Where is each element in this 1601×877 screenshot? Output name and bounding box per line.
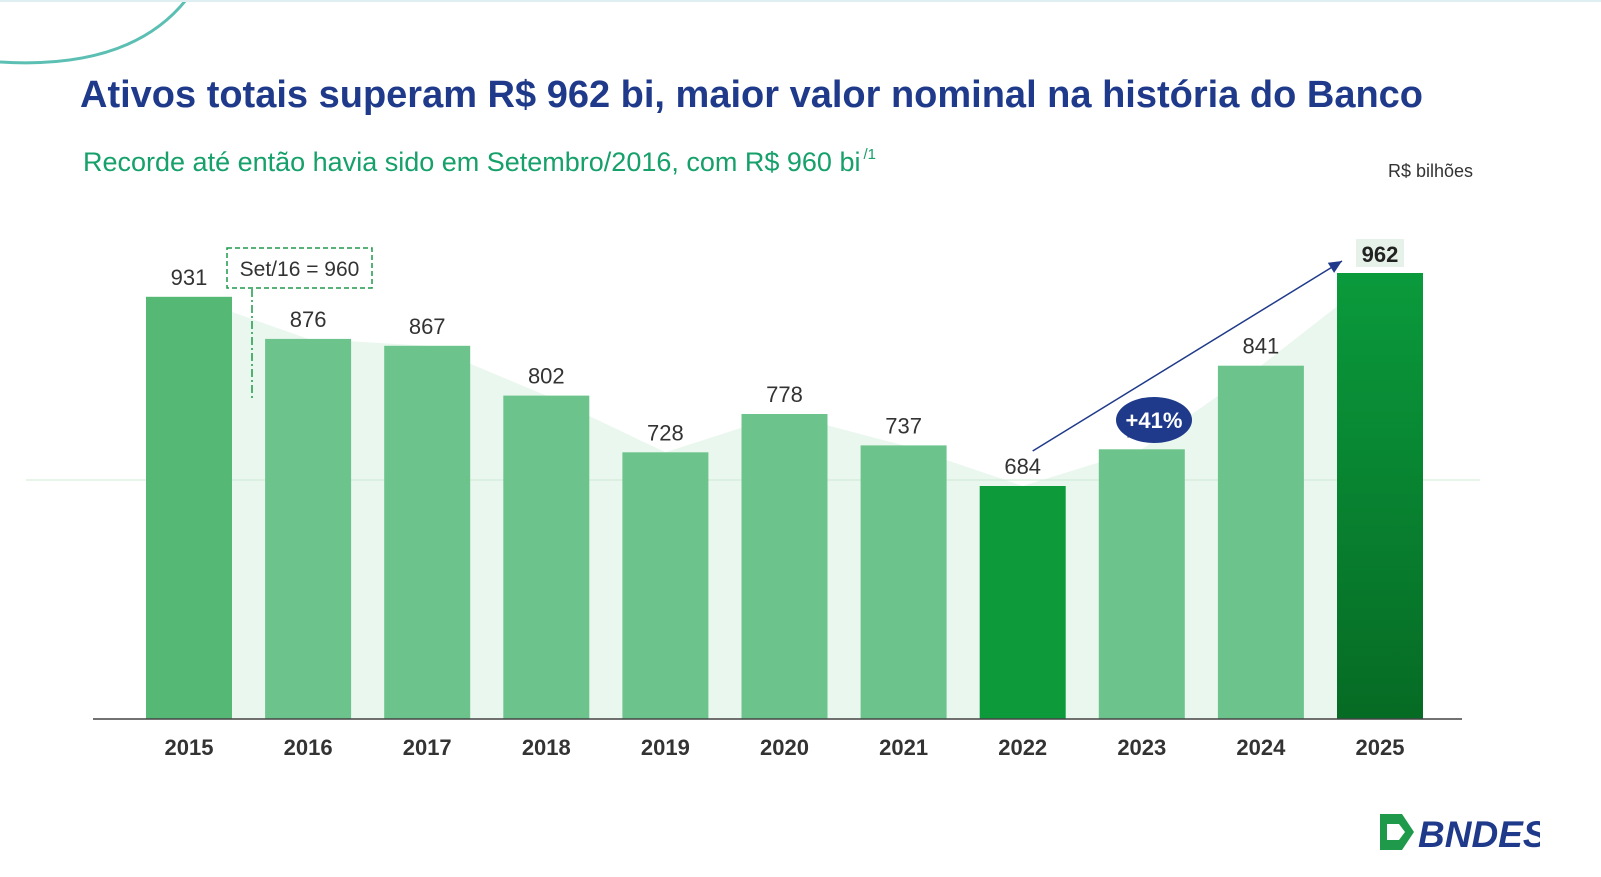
bar-2019 — [622, 452, 709, 719]
category-label-2025: 2025 — [1356, 735, 1405, 760]
annotation-box — [226, 247, 373, 289]
value-label-2024: 841 — [1243, 334, 1280, 359]
bar-2024 — [1217, 365, 1304, 719]
category-label-2019: 2019 — [641, 735, 690, 760]
category-label-2016: 2016 — [284, 735, 333, 760]
value-label-2021: 737 — [885, 413, 922, 438]
bar-2018 — [503, 395, 590, 719]
category-label-2015: 2015 — [165, 735, 214, 760]
category-label-2021: 2021 — [879, 735, 928, 760]
bar-2023 — [1098, 449, 1185, 719]
growth-arrow-head — [1327, 261, 1342, 273]
growth-arrow-line — [1032, 260, 1343, 452]
category-label-2022: 2022 — [998, 735, 1047, 760]
value-label-2018: 802 — [528, 364, 565, 389]
bar-2015 — [146, 296, 232, 719]
category-label-2023: 2023 — [1117, 735, 1166, 760]
subtitle-footnote: /1 — [863, 146, 876, 163]
category-label-2024: 2024 — [1236, 735, 1286, 760]
value-label-2025: 962 — [1362, 242, 1399, 267]
value-label-2022: 684 — [1004, 454, 1041, 479]
subtitle-text: Recorde até então havia sido em Setembro… — [83, 147, 861, 177]
bndes-logo: BNDES — [1380, 814, 1540, 852]
value-label-2020: 778 — [766, 382, 803, 407]
bar-2016 — [265, 338, 352, 719]
bar-2020 — [741, 414, 828, 719]
page-subtitle: Recorde até então havia sido em Setembro… — [83, 146, 876, 178]
bar-2021 — [860, 445, 947, 719]
decorative-arc — [0, 0, 188, 65]
category-label-2018: 2018 — [522, 735, 571, 760]
annotation-box-text: Set/16 = 960 — [240, 258, 360, 281]
growth-badge — [1116, 397, 1192, 443]
bndes-logo-text: BNDES — [1418, 814, 1540, 852]
value-label-2015: 931 — [171, 265, 208, 290]
value-label-bg-2025 — [1356, 239, 1404, 267]
units-label: R$ bilhões — [1388, 161, 1474, 181]
page-title: Ativos totais superam R$ 962 bi, maior v… — [80, 74, 1424, 116]
category-label-2020: 2020 — [760, 735, 809, 760]
value-label-2016: 876 — [290, 307, 327, 332]
value-label-2017: 867 — [409, 314, 446, 339]
bar-2022 — [979, 486, 1066, 719]
bndes-logo-mark — [1380, 814, 1414, 850]
value-label-2019: 728 — [647, 420, 684, 445]
category-label-2017: 2017 — [403, 735, 452, 760]
bar-2017 — [384, 345, 471, 719]
bar-2025 — [1337, 273, 1423, 719]
growth-badge-text: +41% — [1126, 408, 1183, 433]
